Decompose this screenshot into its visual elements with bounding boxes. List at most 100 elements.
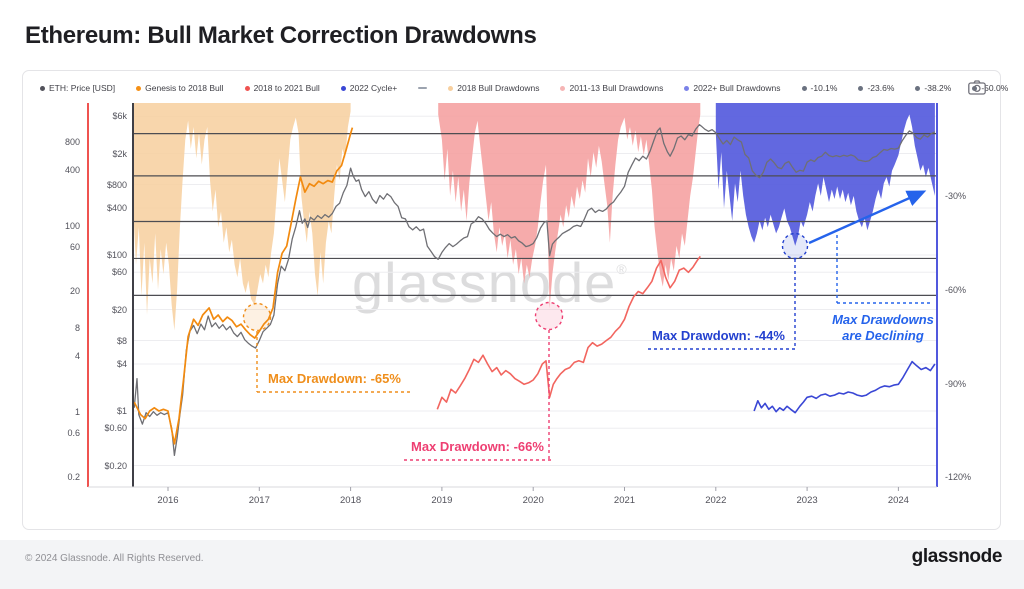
x-year-label: 2023 <box>796 495 818 506</box>
legend-item-10[interactable]: -38.2% <box>915 83 951 93</box>
left-outer-tick: 60 <box>69 241 80 252</box>
legend-dot-icon <box>244 85 250 91</box>
left-outer-tick: 100 <box>64 221 80 231</box>
area-2 <box>715 103 935 246</box>
series-3 <box>753 360 936 414</box>
left-outer-tick: 0.6 <box>67 427 80 438</box>
series-2 <box>436 255 701 410</box>
legend-dot-icon <box>340 85 346 91</box>
registered-mark: ® <box>616 261 628 277</box>
x-year-label: 2017 <box>248 495 270 506</box>
circle-blue <box>781 232 809 260</box>
left-inner-tick: $20 <box>111 304 127 315</box>
legend-dot-icon <box>801 85 807 91</box>
left-inner-tick: $1 <box>116 406 127 416</box>
left-outer-tick: 8 <box>74 323 80 333</box>
annotation-shapes <box>242 190 933 461</box>
legend-bar: ETH: Price [USD] Genesis to 2018 Bull 2018… <box>40 80 1008 96</box>
left-inner-tick: $8 <box>116 335 127 346</box>
watermark: glassnode® <box>352 251 628 314</box>
right-pct-tick: -120% <box>945 472 972 483</box>
legend-item-5[interactable]: 2018 Bull Drawdowns <box>448 83 539 93</box>
x-year-label: 2024 <box>887 495 909 506</box>
declining-arrow <box>808 190 927 245</box>
legend-label: 2011-13 Bull Drawdowns <box>569 83 664 93</box>
legend-item-9[interactable]: -23.6% <box>858 83 894 93</box>
copyright-text: © 2024 Glassnode. All Rights Reserved. <box>25 553 204 564</box>
x-year-label: 2018 <box>340 495 362 506</box>
series-0 <box>133 123 936 457</box>
legend-item-3[interactable]: 2022 Cycle+ <box>340 83 398 93</box>
x-year-label: 2016 <box>157 495 179 506</box>
legend-label: -23.6% <box>867 83 895 93</box>
area-1 <box>438 103 701 309</box>
left-outer-tick: 20 <box>69 286 80 296</box>
left-inner-tick: $4 <box>116 359 127 370</box>
left-outer-tick: 0.2 <box>67 472 80 482</box>
footer: © 2024 Glassnode. All Rights Reserved. g… <box>0 540 1024 589</box>
right-pct-tick: -90% <box>945 378 967 389</box>
legend-dot-icon <box>136 85 142 91</box>
legend-dot-icon <box>560 85 566 91</box>
legend-label: 2022 Cycle+ <box>349 83 398 93</box>
legend-dot-icon <box>858 85 864 91</box>
glassnode-logo: glassnode <box>911 546 1003 567</box>
legend-dot-icon <box>684 85 690 91</box>
legend-dot-icon <box>40 85 45 91</box>
left-outer-tick: 400 <box>64 165 80 175</box>
left-inner-tick: $0.20 <box>104 460 127 471</box>
left-outer-tick: 4 <box>74 351 80 361</box>
left-inner-tick: $800 <box>106 179 127 190</box>
annotation-max-drawdown-66: Max Drawdown: -66% <box>411 439 544 454</box>
right-pct-tick: -60% <box>945 284 967 295</box>
legend-dot-icon <box>972 85 978 91</box>
legend-label: -10.1% <box>810 83 838 93</box>
legend-item-8[interactable]: -10.1% <box>801 83 838 93</box>
left-outer-tick: 800 <box>64 137 80 147</box>
annotation-declining-note: Max Drawdowns are Declining <box>832 312 934 344</box>
fibonacci-reference-lines <box>133 133 936 296</box>
legend-label: Genesis to 2018 Bull <box>145 83 224 93</box>
x-year-label: 2020 <box>522 495 544 506</box>
legend-item-0[interactable]: ETH: Price [USD] <box>40 83 115 93</box>
legend-label: 2018 Bull Drawdowns <box>457 83 540 93</box>
legend-label: -38.2% <box>924 83 952 93</box>
circle-pink <box>534 301 564 331</box>
drawdown-areas <box>133 103 935 331</box>
legend-item-1[interactable]: Genesis to 2018 Bull <box>136 83 224 93</box>
price-lines <box>133 123 936 457</box>
page-title: Ethereum: Bull Market Correction Drawdow… <box>25 22 537 49</box>
legend-item-6[interactable]: 2011-13 Bull Drawdowns <box>560 83 663 93</box>
legend-dash-icon <box>418 87 428 89</box>
series-1 <box>133 127 354 445</box>
left-inner-tick: $2k <box>112 148 127 159</box>
legend-item-2[interactable]: 2018 to 2021 Bull <box>244 83 320 93</box>
annotation-max-drawdown-65: Max Drawdown: -65% <box>268 371 401 386</box>
annotation-max-drawdown-44: Max Drawdown: -44% <box>652 328 785 343</box>
left-outer-tick: 1 <box>74 407 80 417</box>
axis-lines <box>87 103 938 491</box>
left-inner-tick: $0.60 <box>104 423 127 434</box>
legend-label: 2018 to 2021 Bull <box>253 83 320 93</box>
left-inner-tick: $100 <box>106 250 127 260</box>
legend-label: 2022+ Bull Drawdowns <box>693 83 781 93</box>
x-year-label: 2019 <box>431 495 453 506</box>
camera-icon[interactable] <box>968 80 986 95</box>
legend-item-4[interactable] <box>418 87 428 89</box>
circle-orange <box>242 302 272 332</box>
legend-dot-icon <box>915 85 921 91</box>
x-year-label: 2021 <box>613 495 636 506</box>
legend-item-11[interactable]: -50.0% <box>972 83 1008 93</box>
legend-label: -50.0% <box>981 83 1009 93</box>
legend-item-7[interactable]: 2022+ Bull Drawdowns <box>684 83 781 93</box>
area-0 <box>133 103 351 331</box>
left-inner-tick: $60 <box>111 267 127 278</box>
x-year-label: 2022 <box>705 495 727 506</box>
left-inner-tick: $400 <box>106 203 127 214</box>
left-inner-tick: $6k <box>112 111 127 122</box>
right-pct-tick: -30% <box>945 190 967 201</box>
legend-dot-icon <box>448 85 454 91</box>
legend-label: ETH: Price [USD] <box>49 83 116 93</box>
